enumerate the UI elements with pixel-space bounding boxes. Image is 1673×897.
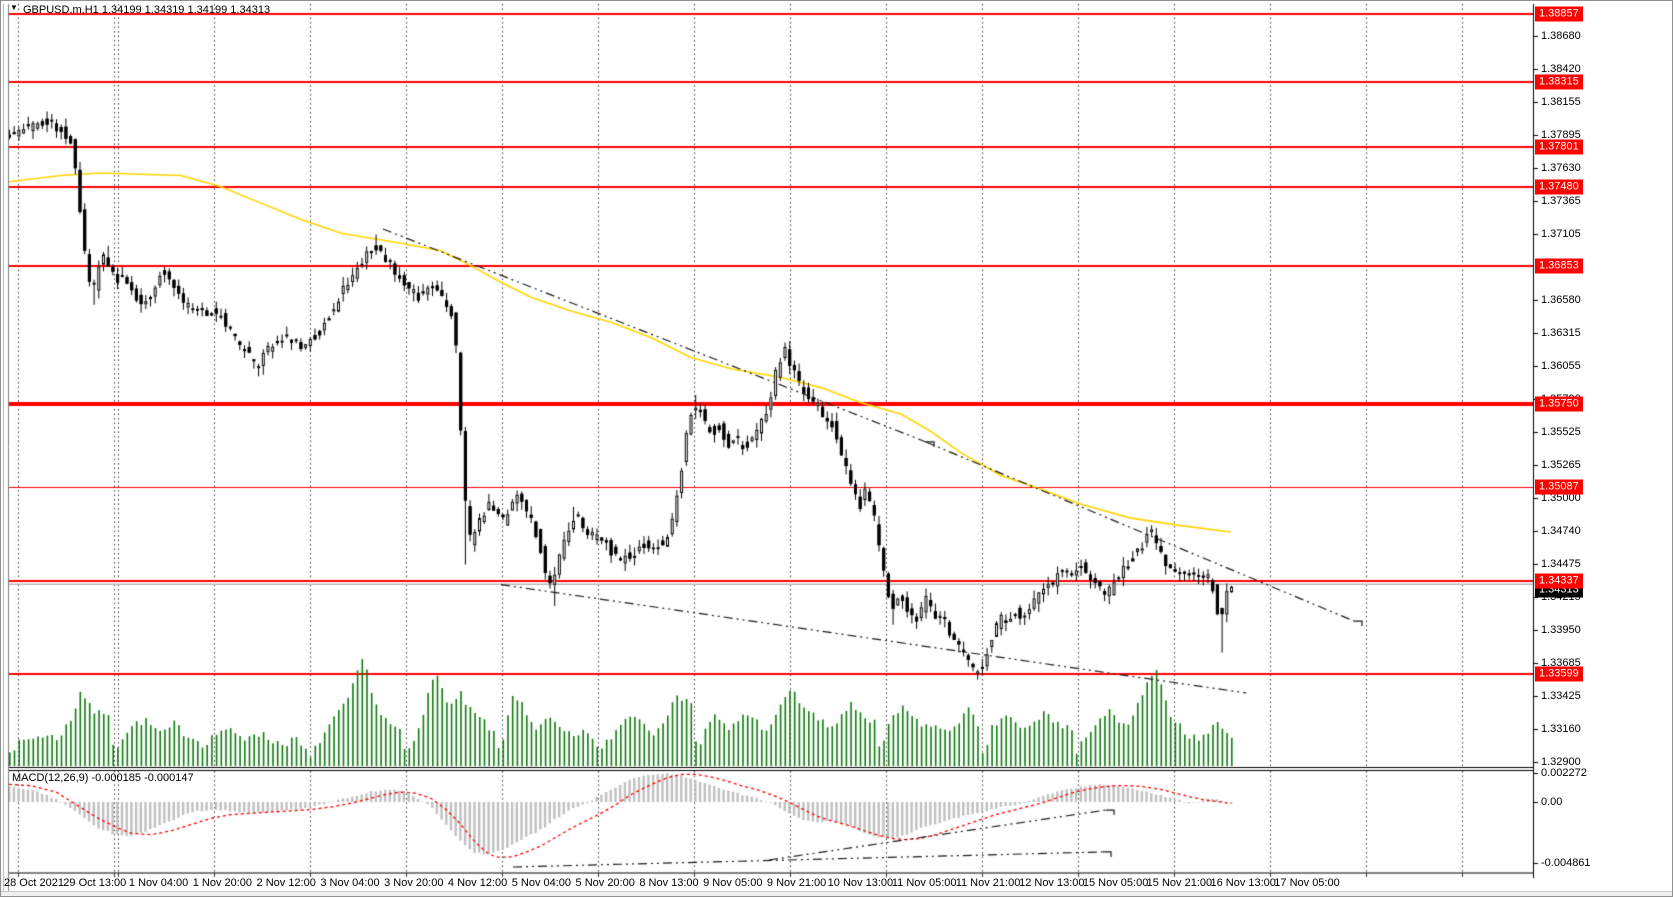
chart-window: ▼ GBPUSD.m,H1 1.34199 1.34319 1.34199 1.…	[0, 0, 1673, 897]
chart-canvas[interactable]	[1, 1, 1672, 896]
